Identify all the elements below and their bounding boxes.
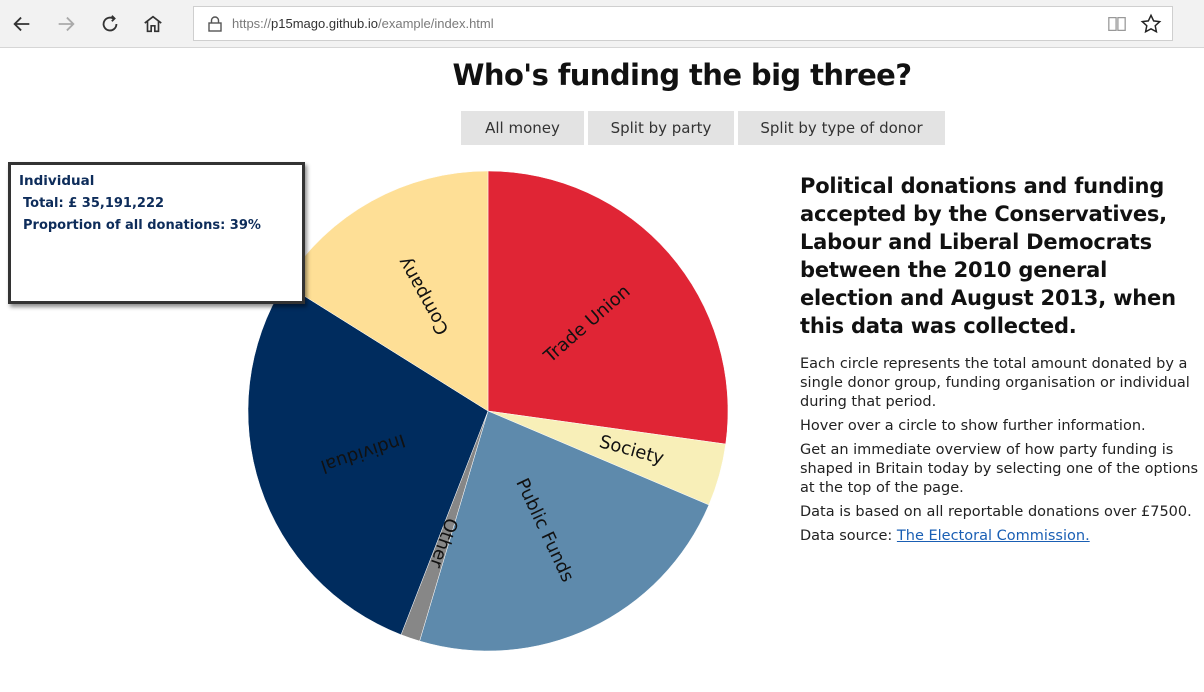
split-by-donor-type-button[interactable]: Split by type of donor (738, 111, 945, 145)
description-para-3: Get an immediate overview of how party f… (800, 442, 1199, 496)
pie-slice-public-funds[interactable] (419, 410, 710, 652)
data-source-line: Data source: The Electoral Commission. (800, 527, 1200, 546)
refresh-icon[interactable] (94, 8, 126, 40)
page-title: Who's funding the big three? (452, 58, 913, 92)
view-toggle-buttons: All money Split by party Split by type o… (461, 111, 945, 145)
url-host: p15mago.github.io (271, 16, 379, 31)
tooltip-proportion: Proportion of all donations: 39% (23, 218, 261, 233)
url-text: https://p15mago.github.io/example/index.… (232, 16, 494, 31)
browser-toolbar: https://p15mago.github.io/example/index.… (0, 0, 1204, 48)
tooltip-total: Total: £ 35,191,222 (23, 196, 165, 211)
hover-tooltip: Individual Total: £ 35,191,222 Proportio… (8, 162, 305, 304)
back-icon[interactable] (6, 8, 38, 40)
description-panel: Political donations and funding accepted… (800, 172, 1200, 551)
all-money-button[interactable]: All money (461, 111, 584, 145)
forward-icon[interactable] (50, 8, 82, 40)
description-heading: Political donations and funding accepted… (800, 174, 1176, 338)
favorite-star-icon[interactable] (1140, 13, 1162, 35)
url-prefix: https:// (232, 16, 272, 31)
description-para-4: Data is based on all reportable donation… (800, 504, 1192, 520)
title-container: Who's funding the big three? (432, 58, 932, 92)
tooltip-title: Individual (19, 173, 95, 189)
lock-icon (208, 15, 222, 32)
address-bar[interactable]: https://p15mago.github.io/example/index.… (193, 6, 1173, 41)
electoral-commission-link[interactable]: The Electoral Commission. (896, 528, 1090, 544)
description-para-2: Hover over a circle to show further info… (800, 418, 1146, 434)
split-by-party-button[interactable]: Split by party (588, 111, 734, 145)
data-source-label: Data source: (800, 528, 897, 544)
pie-slice-individual[interactable] (247, 283, 489, 636)
description-para-1: Each circle represents the total amount … (800, 356, 1190, 410)
url-path: /example/index.html (378, 16, 494, 31)
pie-slice-trade-union[interactable] (487, 170, 729, 445)
home-icon[interactable] (137, 8, 169, 40)
reading-view-icon[interactable] (1106, 13, 1128, 35)
